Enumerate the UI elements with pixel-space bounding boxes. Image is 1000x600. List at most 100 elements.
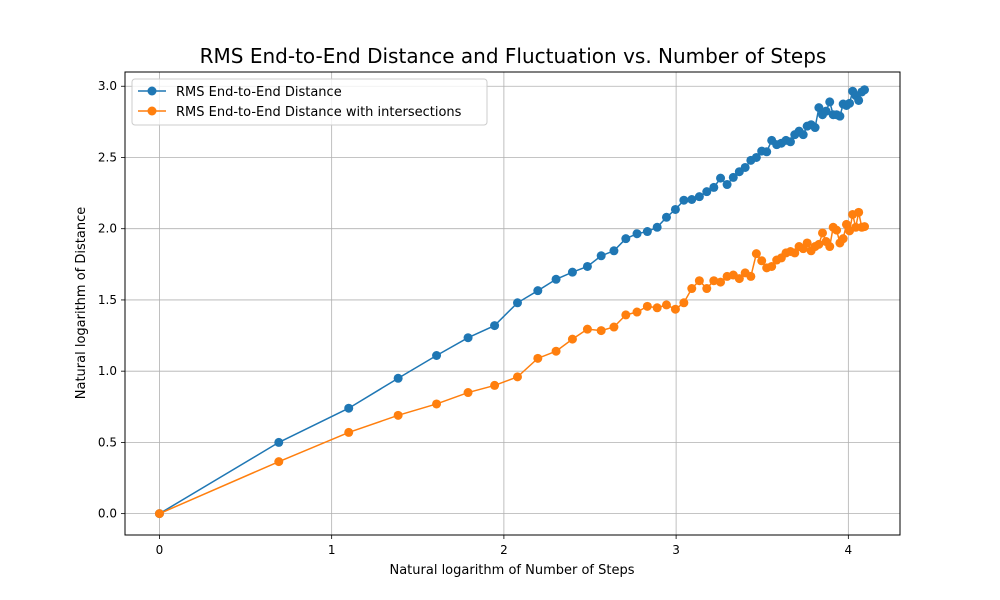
legend-marker-2 [147,106,157,116]
data-point [722,180,732,190]
data-point [670,204,680,214]
data-point [661,300,671,310]
data-point [728,172,738,182]
data-point [734,274,744,284]
data-point [551,346,561,356]
data-point [512,372,522,382]
data-point [835,111,845,121]
data-point [854,207,864,217]
x-tick-label: 1 [328,543,336,557]
data-point [746,271,756,281]
data-point [582,261,592,271]
data-point [652,303,662,313]
data-point [818,228,827,238]
x-axis-label: Natural logarithm of Number of Steps [389,563,634,578]
data-point [642,301,652,311]
data-point [821,106,831,116]
data-point [854,95,864,105]
y-tick-label: 0.5 [98,435,117,449]
data-point [687,195,697,204]
x-tick-label: 3 [672,543,680,557]
data-point [344,403,354,413]
legend-label-2: RMS End-to-End Distance with intersectio… [176,105,462,120]
data-point [825,242,835,252]
x-tick-label: 0 [156,543,164,557]
data-point [860,222,870,232]
data-point [814,239,824,249]
data-point [661,212,671,222]
x-axis-ticks: 0 1 2 3 4 [156,535,853,557]
data-point [802,238,812,248]
data-point [344,427,354,437]
data-point [512,298,522,308]
data-point [716,173,726,183]
data-point [814,103,824,113]
data-point [393,410,403,420]
data-point [490,321,500,331]
data-point [838,234,848,244]
data-point [687,284,697,294]
y-tick-label: 1.5 [98,293,117,307]
plot-frame [124,71,901,536]
y-tick-label: 1.0 [98,364,117,378]
data-point [762,147,772,157]
data-point [825,97,835,107]
data-point [694,276,704,286]
data-point [463,333,473,343]
data-point [832,225,842,235]
data-point [393,373,403,383]
series-layer [154,85,870,519]
data-point [154,509,164,519]
y-tick-label: 2.0 [98,222,117,236]
data-point [652,222,662,232]
data-point [596,326,606,336]
data-point [860,85,870,95]
data-point [567,334,577,344]
data-point [632,229,642,239]
data-point [596,251,606,261]
data-point [751,152,761,162]
data-point [533,353,543,363]
data-point [679,298,689,308]
legend-box [131,78,488,126]
legend-label-1: RMS End-to-End Distance [176,85,342,100]
grid [125,72,900,535]
data-point [432,351,442,360]
chart-title: RMS End-to-End Distance and Fluctuation … [200,44,827,68]
data-point [490,380,500,390]
data-point [716,277,726,287]
y-axis-label: Natural logarithm of Distance [74,207,89,399]
data-point [785,137,795,147]
legend: RMS End-to-End Distance RMS End-to-End D… [131,78,488,126]
data-point [551,274,561,284]
data-point [694,192,704,202]
legend-marker-1 [147,86,157,96]
data-point [463,388,473,398]
data-point [609,322,619,332]
data-point [702,187,712,197]
x-tick-label: 4 [845,543,853,557]
y-tick-label: 2.5 [98,150,117,164]
data-point [609,246,619,256]
data-point [702,284,712,294]
data-point [679,195,689,205]
data-point [642,227,652,237]
data-point [845,98,855,108]
data-point [567,267,577,277]
data-point [621,234,631,244]
data-point [670,304,680,314]
data-point [810,123,820,133]
data-point [632,307,642,317]
x-tick-label: 2 [500,543,508,557]
data-point [751,249,761,259]
data-point [709,276,719,286]
data-point [621,310,631,320]
y-tick-label: 0.0 [98,507,117,521]
data-point [757,256,767,266]
data-point [709,182,719,192]
data-point [432,399,442,409]
data-point [533,286,543,296]
data-point [274,437,284,447]
data-point [767,261,777,271]
